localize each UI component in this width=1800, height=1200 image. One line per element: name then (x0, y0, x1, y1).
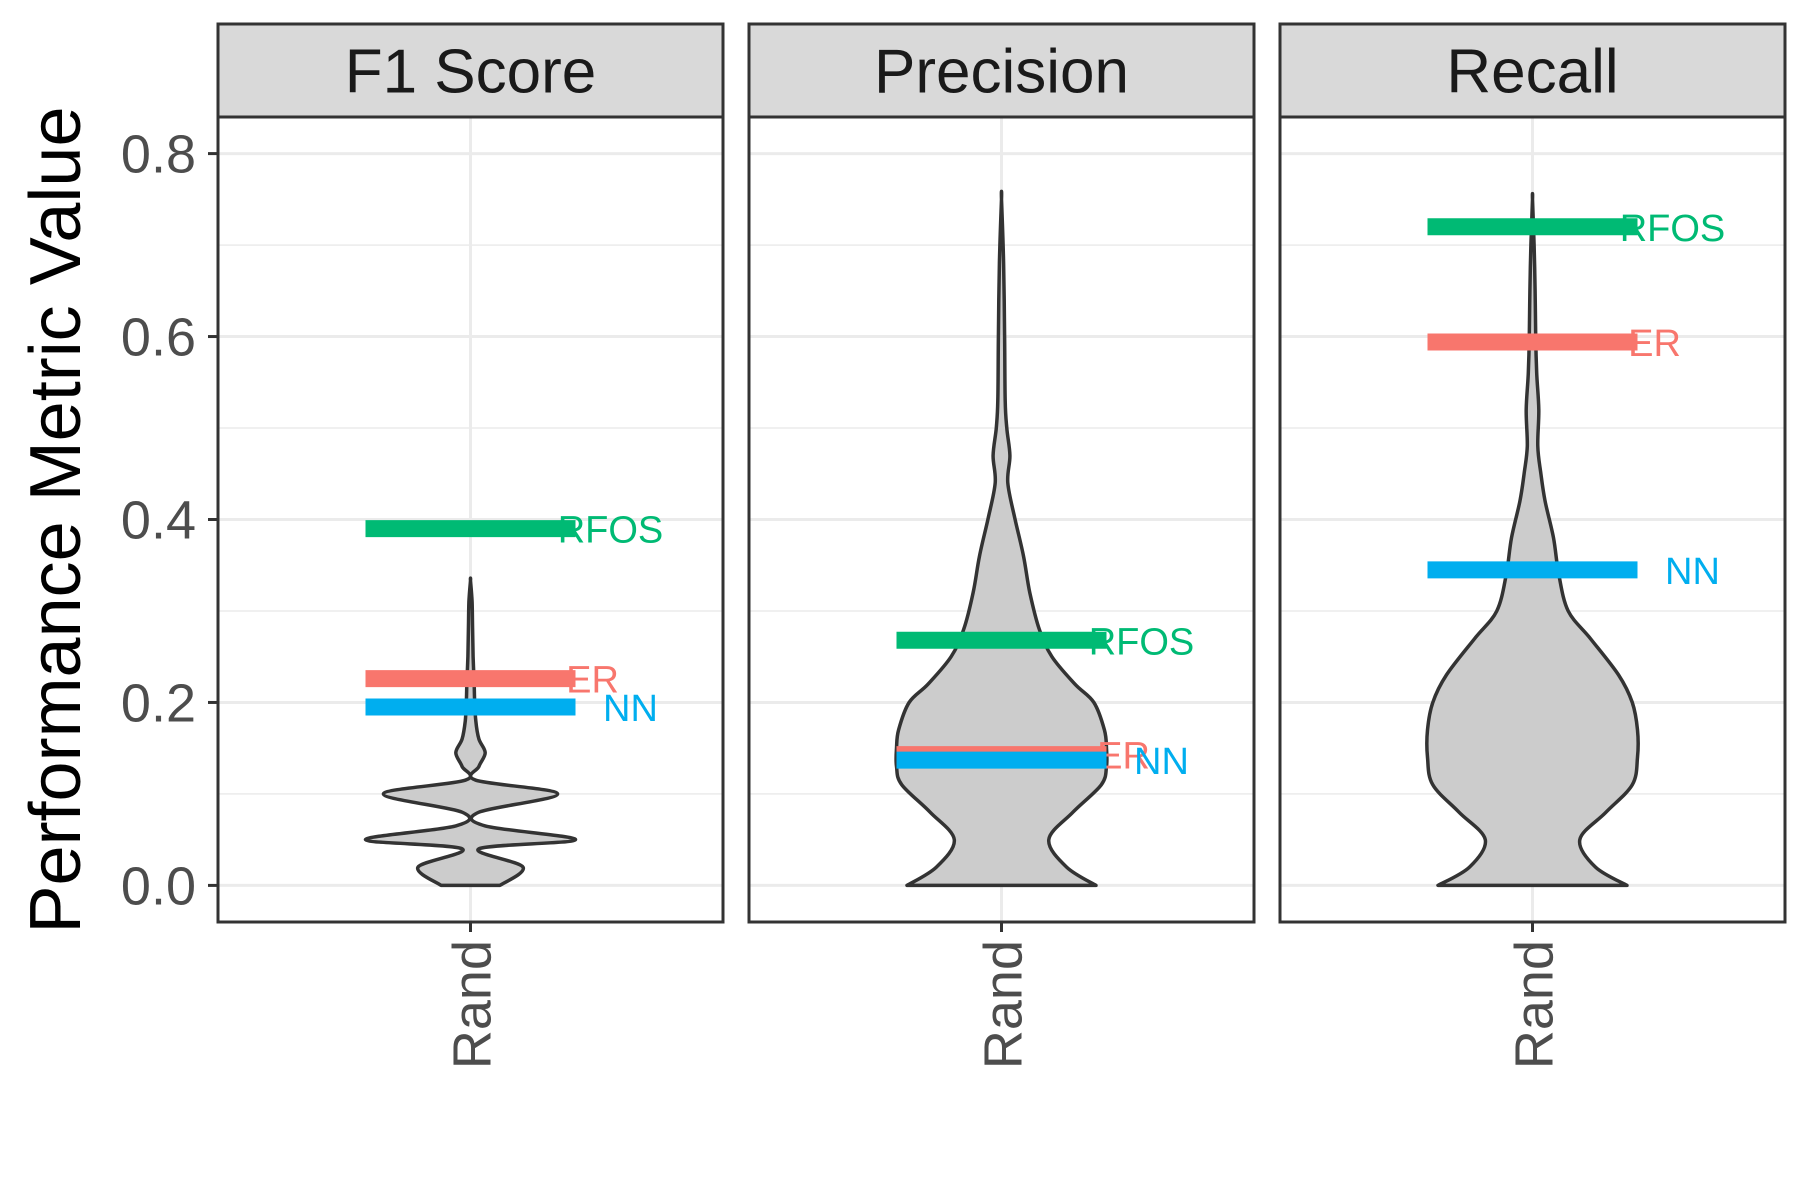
facet-strip (747, 22, 1256, 119)
facet-strip (216, 22, 725, 119)
reference-label-er: ER (1628, 323, 1681, 365)
violin-shape (894, 189, 1109, 888)
violin-shape (363, 576, 578, 888)
x-tick-label: Rand (1505, 940, 1565, 1069)
facet-strip-title: Precision (874, 38, 1129, 107)
y-tick-label: 0.6 (121, 308, 196, 368)
y-tick-label: 0.8 (121, 125, 196, 185)
reference-label-rfos: RFOS (558, 510, 664, 552)
facet-strip (1278, 22, 1787, 119)
reference-label-nn: NN (1665, 551, 1720, 593)
y-tick-label: 0.4 (121, 491, 196, 551)
y-tick-label: 0.0 (121, 856, 196, 916)
violin-shape (1425, 191, 1640, 888)
reference-label-nn: NN (1134, 741, 1189, 783)
facet-strip-title: Recall (1446, 38, 1618, 107)
y-tick-label: 0.2 (121, 673, 196, 733)
reference-label-rfos: RFOS (1620, 208, 1726, 250)
facet-strip-title: F1 Score (345, 38, 597, 107)
x-tick-label: Rand (443, 940, 503, 1069)
reference-label-nn: NN (603, 688, 658, 730)
y-axis-title: Performance Metric Value (16, 107, 96, 934)
reference-label-rfos: RFOS (1089, 621, 1195, 663)
reference-label-er: ER (566, 660, 619, 702)
x-tick-label: Rand (974, 940, 1034, 1069)
